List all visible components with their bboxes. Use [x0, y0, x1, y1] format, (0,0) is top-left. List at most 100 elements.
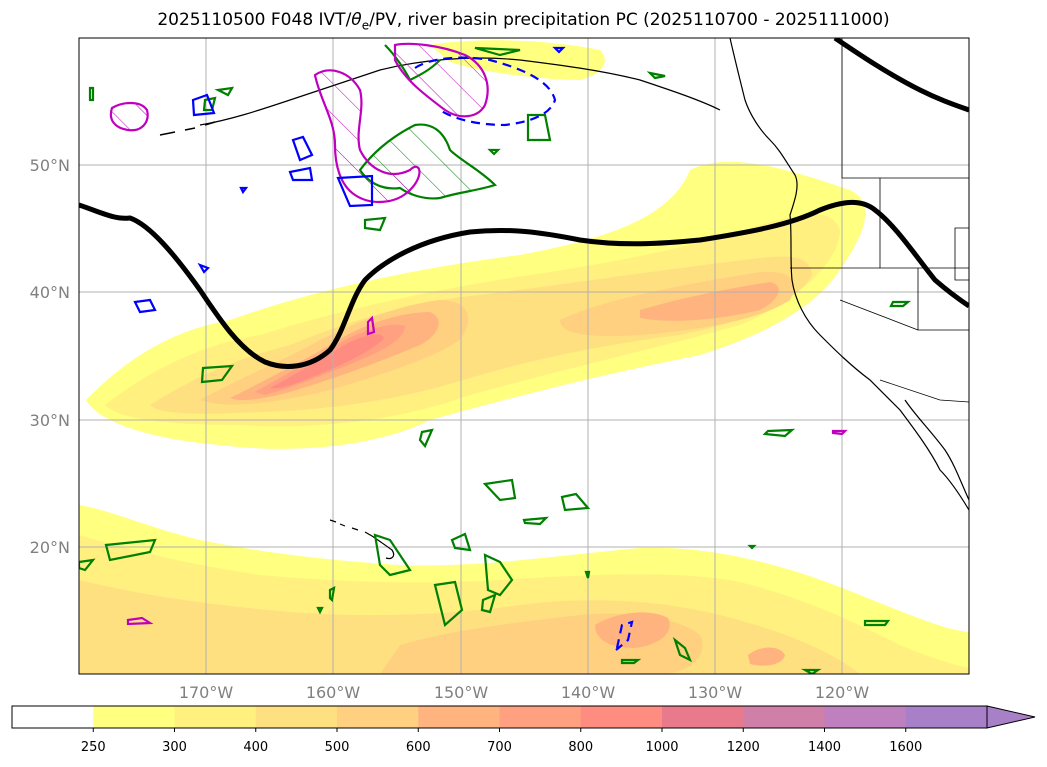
pv-upper-line: [833, 38, 969, 113]
colorbar-extend-arrow: [986, 705, 1036, 729]
colorbar-swatch: [418, 706, 500, 728]
magenta-contour-n1: [393, 42, 489, 118]
green-contour-s19: [800, 668, 822, 674]
green-contour-ar1: [200, 364, 235, 384]
green-contour-s15: [747, 544, 757, 550]
colorbar-swatch: [255, 706, 338, 728]
green-contour-n2: [474, 46, 521, 57]
green-contour-s14: [863, 619, 891, 627]
ivt-band-south-600: [595, 612, 670, 648]
green-contour-s18: [487, 148, 501, 156]
green-contour-s4: [560, 492, 591, 512]
colorbar-tick-label: 800: [568, 740, 593, 755]
lon-label-140w: 140°W: [561, 683, 616, 702]
green-contour-ar4: [762, 428, 796, 438]
blue-contour-dashed-s: [615, 620, 634, 651]
mexico-border: [879, 379, 969, 403]
green-contour-s12: [672, 636, 693, 663]
green-contour-s20: [316, 606, 324, 615]
green-contour-w3: [88, 86, 95, 102]
magenta-contour-s1: [126, 616, 154, 626]
green-contour-s2: [79, 558, 96, 572]
lon-label-160w: 160°W: [306, 683, 361, 702]
green-contour-n3: [526, 113, 552, 142]
state-border-6: [954, 227, 969, 281]
green-contour-s5: [522, 516, 549, 526]
green-contour-s8: [483, 553, 514, 597]
lat-label-20n: 20°N: [30, 538, 70, 557]
lon-label-130w: 130°W: [688, 683, 743, 702]
colorbar-tick-label: 700: [487, 740, 512, 755]
blue-contour-2: [291, 135, 314, 162]
colorbar-swatch: [580, 706, 663, 728]
lat-labels: 20°N 30°N 40°N 50°N: [30, 156, 70, 557]
colorbar-swatch: [174, 706, 257, 728]
colorbar-tick-label: 400: [243, 740, 268, 755]
colorbar-swatch: [337, 706, 419, 728]
blue-contour-5: [133, 298, 157, 314]
colorbar: 250 300 400 500 600 700 800 1000 1200 1400 1600: [11, 705, 1036, 755]
magenta-contour-s2: [831, 429, 848, 436]
green-contour-ar2: [418, 428, 434, 449]
colorbar-tick-label: 1400: [808, 740, 841, 755]
ivt-filled-contours: [79, 40, 969, 674]
lat-label-40n: 40°N: [30, 283, 70, 302]
green-contour-s1: [104, 538, 157, 562]
blue-contours: [133, 46, 634, 651]
colorbar-swatch: [662, 706, 744, 728]
blue-contour-6: [197, 262, 210, 274]
green-contour-s11: [328, 586, 336, 603]
colorbar-tick-label: 300: [162, 740, 187, 755]
blue-contour-1: [191, 93, 216, 117]
green-contour-s6: [450, 532, 472, 552]
green-contour-ar3: [889, 300, 912, 308]
graticule: [79, 38, 969, 674]
lon-label-120w: 120°W: [815, 683, 870, 702]
green-contour-s10: [480, 593, 497, 614]
colorbar-swatch: [12, 706, 94, 728]
magenta-contours: [109, 42, 848, 626]
colorbar-swatch: [905, 706, 988, 728]
green-contour-s3: [482, 478, 517, 502]
north-america-coast: [729, 38, 969, 511]
colorbar-swatch: [93, 706, 175, 728]
colorbar-labels: 250 300 400 500 600 700 800 1000 1200 1400 1600: [81, 728, 922, 755]
colorbar-tick-label: 600: [406, 740, 431, 755]
magenta-contour-ar: [366, 315, 376, 336]
aleutian-islands: [159, 121, 216, 136]
pv-main-line: [79, 200, 969, 369]
colorbar-tick-label: 1000: [645, 740, 678, 755]
lon-label-170w: 170°W: [179, 683, 234, 702]
pv-contour: [79, 38, 969, 369]
colorbar-tick-label: 1200: [727, 740, 760, 755]
blue-contour-4: [336, 174, 374, 208]
magenta-contour-w: [109, 101, 149, 132]
green-contour-s13: [620, 658, 642, 665]
magenta-contour-gulf: [313, 69, 421, 204]
green-contour-w4: [363, 216, 387, 232]
green-contour-s16: [584, 570, 591, 579]
lat-label-50n: 50°N: [30, 156, 70, 175]
blue-contour-7: [552, 46, 566, 54]
blue-contour-3: [288, 166, 314, 182]
green-contour-s17: [646, 71, 666, 80]
colorbar-swatch: [743, 706, 825, 728]
colorbar-tick-label: 250: [81, 740, 106, 755]
map-frame: [78, 37, 970, 675]
lat-label-30n: 30°N: [30, 411, 70, 430]
green-contour-s7: [373, 533, 412, 577]
blue-contour-dashed-n: [414, 56, 557, 127]
map-title: 2025110500 F048 IVT/θe/PV, river basin p…: [157, 10, 890, 33]
state-border-1: [841, 38, 969, 179]
ivt-band-south-600b: [748, 647, 785, 666]
green-contour-w2: [214, 86, 235, 97]
lon-label-150w: 150°W: [434, 683, 489, 702]
colorbar-tick-label: 500: [325, 740, 350, 755]
colorbar-swatch: [499, 706, 582, 728]
hawaii-islands: [329, 519, 395, 560]
state-border-5: [839, 299, 919, 331]
lon-labels: 170°W 160°W 150°W 140°W 130°W 120°W: [179, 683, 870, 702]
ivt-band-north-800: [270, 334, 384, 389]
baja-coast: [904, 399, 969, 501]
